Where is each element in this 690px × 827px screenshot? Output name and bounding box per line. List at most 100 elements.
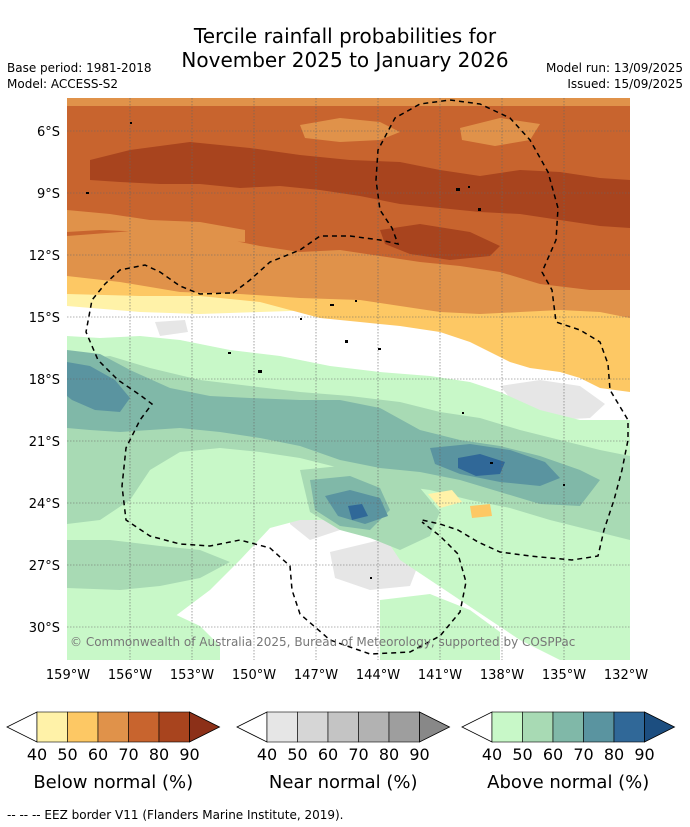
colorbar-below-normal: 40 50 60 70 80 90 Below normal (%) — [6, 711, 221, 793]
lat-label-6s: 6°S — [37, 125, 60, 140]
near-40-area-north-2 — [155, 320, 188, 336]
lon-label-141w: 141°W — [418, 668, 462, 683]
colorbars-svg: 40 50 60 70 80 90 Below normal (%) 40 50 60 70 80 9… — [6, 711, 676, 793]
above-70-area-west — [67, 362, 130, 412]
island — [456, 188, 460, 191]
issued-date: Issued: 15/09/2025 — [567, 77, 683, 91]
island — [300, 318, 302, 320]
islands — [86, 122, 565, 579]
colorbar-below-normal-tick-label: 60 — [88, 745, 108, 764]
colorbar-near-normal: 40 50 60 70 80 90 Near normal (%) — [236, 711, 451, 793]
colorbar-above-normal-segment — [613, 711, 645, 743]
colorbar-above-normal-tick-label: 70 — [573, 745, 593, 764]
lon-label-147w: 147°W — [294, 668, 338, 683]
colorbar-above-normal-tick-label: 50 — [512, 745, 532, 764]
lon-label-135w: 135°W — [542, 668, 586, 683]
island — [478, 208, 481, 211]
colorbar-near-normal-segment — [388, 711, 420, 743]
above-80-area-east — [458, 454, 505, 476]
eez-footnote: -- -- -- EEZ border V11 (Flanders Marine… — [7, 808, 344, 822]
lon-labels: 159°W 156°W 153°W 150°W 147°W 144°W 141°… — [46, 668, 648, 683]
colorbar-near-normal-tick-label: 50 — [287, 745, 307, 764]
island — [86, 192, 89, 194]
copyright-text: © Commonwealth of Australia 2025, Bureau… — [70, 635, 575, 649]
lat-label-12s: 12°S — [29, 249, 60, 264]
colorbar-below-normal-tick-label: 40 — [27, 745, 47, 764]
island — [258, 370, 262, 373]
below-40-patch-south-2 — [470, 504, 492, 518]
below-60-patch-east — [460, 118, 540, 146]
colorbar-below-normal-segment — [67, 711, 99, 743]
lat-label-15s: 15°S — [29, 311, 60, 326]
below-60-patch-center — [300, 118, 400, 142]
map-field — [67, 98, 630, 660]
colorbar-near-normal-tick-label: 70 — [348, 745, 368, 764]
lon-label-144w: 144°W — [356, 668, 400, 683]
lon-label-156w: 156°W — [108, 668, 152, 683]
colorbar-near-normal-segment — [358, 711, 390, 743]
colorbar-above-normal-tick-label: 40 — [482, 745, 502, 764]
title-line-2: November 2025 to January 2026 — [181, 48, 509, 72]
colorbar-near-normal-tick-label: 60 — [318, 745, 338, 764]
lon-label-150w: 150°W — [232, 668, 276, 683]
lat-label-30s: 30°S — [29, 621, 60, 636]
colorbar-above-normal-segment — [522, 711, 554, 743]
colorbar-near-normal-tick-label: 80 — [379, 745, 399, 764]
meta-left: Base period: 1981-2018 Model: ACCESS-S2 — [7, 60, 152, 92]
base-period: Base period: 1981-2018 — [7, 61, 152, 75]
island — [355, 300, 357, 302]
colorbar-above-normal-tick-label: 90 — [634, 745, 654, 764]
island — [468, 186, 470, 188]
model-run: Model run: 13/09/2025 — [545, 61, 683, 75]
colorbar-above-normal-tick-label: 80 — [604, 745, 624, 764]
eez-border-west — [85, 264, 467, 655]
colorbar-below-normal-tick-label: 80 — [149, 745, 169, 764]
colorbar-above-normal-tick-label: 60 — [543, 745, 563, 764]
island — [228, 352, 231, 354]
colorbar-below-normal-segment — [97, 711, 129, 743]
lon-label-153w: 153°W — [170, 668, 214, 683]
eez-borders — [85, 99, 629, 655]
colorbar-near-normal-high-arrow — [419, 711, 451, 743]
model-name: Model: ACCESS-S2 — [7, 77, 119, 91]
colorbar-near-normal-title: Near normal (%) — [269, 772, 418, 793]
meta-right: Model run: 13/09/2025 Issued: 15/09/2025 — [546, 60, 683, 92]
island — [370, 577, 372, 579]
colorbar-below-normal-segment — [158, 711, 190, 743]
colorbar-near-normal-segment — [266, 711, 298, 743]
colorbar-near-normal-segment — [327, 711, 359, 743]
island — [345, 340, 348, 343]
colorbar-above-normal-segment — [583, 711, 615, 743]
colorbar-below-normal-low-arrow — [6, 711, 38, 743]
colorbar-below-normal-tick-label: 70 — [118, 745, 138, 764]
colorbar-above-normal-title: Above normal (%) — [487, 772, 649, 793]
map-grid — [67, 98, 630, 660]
colorbar-above-normal: 40 50 60 70 80 90 Above normal (%) — [461, 711, 676, 793]
colorbar-above-normal-high-arrow — [644, 711, 676, 743]
colorbar-above-normal-low-arrow — [461, 711, 493, 743]
below-60-patch-west — [67, 210, 245, 242]
map-title: Tercile rainfall probabilities for Novem… — [0, 24, 690, 72]
title-line-1: Tercile rainfall probabilities for — [193, 24, 497, 48]
eez-border-north — [232, 99, 629, 561]
colorbar-below-normal-segment — [128, 711, 160, 743]
island — [130, 122, 132, 124]
colorbar-near-normal-tick-label: 40 — [257, 745, 277, 764]
above-80-area-center — [348, 504, 368, 520]
colorbar-below-normal-tick-label: 50 — [57, 745, 77, 764]
colorbar-below-normal-tick-label: 90 — [179, 745, 199, 764]
island — [378, 348, 381, 350]
lat-label-9s: 9°S — [37, 187, 60, 202]
colorbar-below-normal-title: Below normal (%) — [33, 772, 193, 793]
colorbar-near-normal-tick-label: 90 — [409, 745, 429, 764]
lat-label-18s: 18°S — [29, 373, 60, 388]
lat-label-24s: 24°S — [29, 497, 60, 512]
lon-label-159w: 159°W — [46, 668, 90, 683]
lon-label-138w: 138°W — [480, 668, 524, 683]
colorbar-above-normal-segment — [491, 711, 523, 743]
island — [330, 304, 334, 306]
colorbar-above-normal-segment — [552, 711, 584, 743]
below-40-patch-south — [428, 490, 462, 508]
colorbar-below-normal-segment — [36, 711, 68, 743]
below-80-area-1 — [90, 142, 630, 228]
